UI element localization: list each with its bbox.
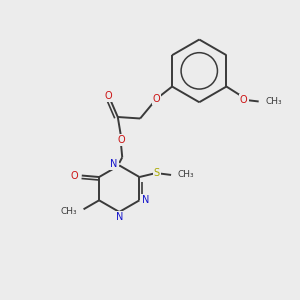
Text: CH₃: CH₃ — [60, 207, 77, 216]
Text: O: O — [70, 170, 78, 181]
Text: O: O — [118, 135, 125, 145]
Text: N: N — [116, 212, 124, 222]
Text: O: O — [153, 94, 160, 104]
Text: N: N — [142, 195, 149, 205]
Text: CH₃: CH₃ — [177, 170, 194, 179]
Text: N: N — [110, 159, 118, 169]
Text: O: O — [104, 91, 112, 100]
Text: O: O — [240, 95, 247, 105]
Text: S: S — [154, 168, 160, 178]
Text: CH₃: CH₃ — [265, 97, 282, 106]
